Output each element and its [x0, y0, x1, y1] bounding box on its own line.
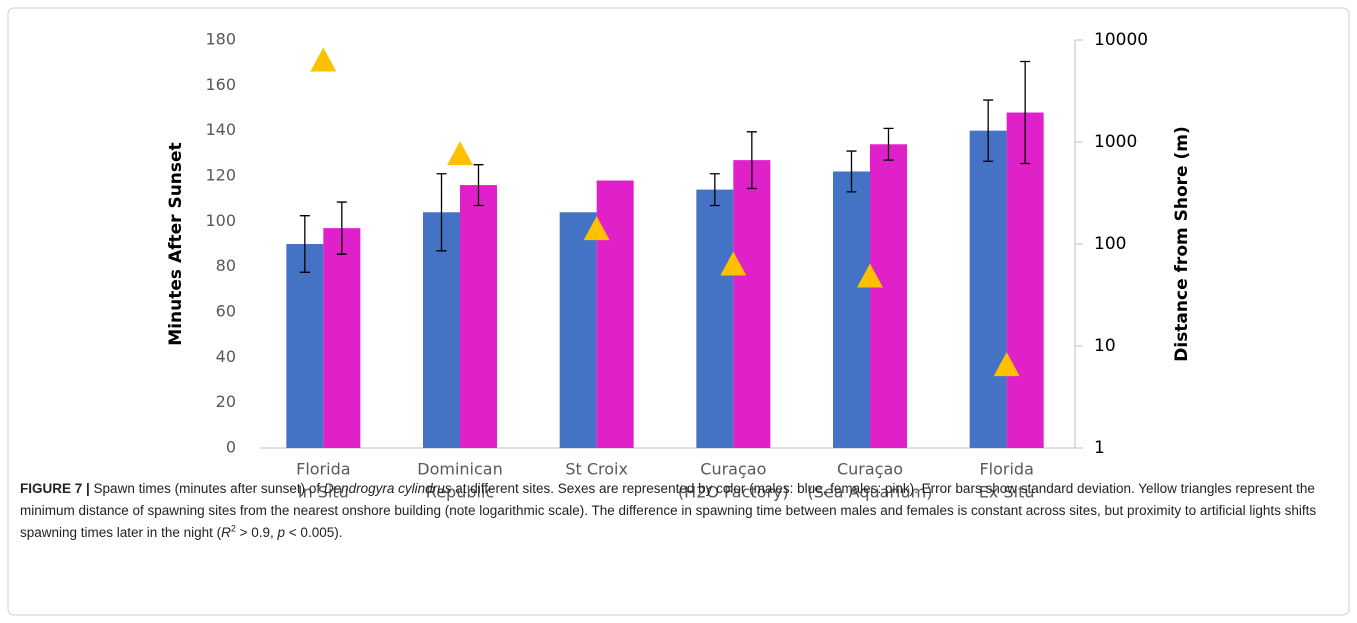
y2-tick-label: 1: [1094, 438, 1105, 458]
triangle-marker: [857, 263, 883, 288]
caption-text: FIGURE 7 |: [20, 481, 94, 496]
y-tick-label: 20: [216, 392, 236, 411]
caption-text: R: [221, 525, 231, 540]
x-tick-label: Florida: [296, 460, 350, 479]
x-tick-label: Florida: [979, 460, 1033, 479]
triangle-marker: [310, 47, 337, 72]
x-tick-label: Curaçao: [837, 460, 903, 479]
caption-text: at different sites. Sexes are represente…: [20, 481, 1317, 540]
y-tick-label: 160: [205, 75, 236, 94]
x-tick-label: Dominican: [417, 460, 502, 479]
y2-tick-label: 10000: [1094, 30, 1148, 50]
triangle-marker: [720, 251, 747, 276]
x-tick-label: In Situ: [298, 483, 349, 502]
x-tick-label: Curaçao: [700, 460, 766, 479]
error-bar: [846, 150, 857, 193]
figure-frame: [7, 7, 1350, 616]
bar: [870, 144, 907, 448]
error-bar: [746, 131, 757, 190]
error-bar: [1020, 60, 1031, 165]
bar: [696, 189, 734, 448]
bar: [423, 212, 460, 448]
x-tick-label: (H2O Factory): [678, 483, 789, 502]
triangle-marker: [447, 141, 473, 166]
caption-text: > 0.9,: [235, 525, 278, 540]
triangle-marker: [993, 352, 1020, 377]
y-tick-label: 80: [216, 256, 236, 275]
bar: [833, 171, 870, 448]
bar: [596, 180, 634, 449]
caption-text: < 0.005).: [285, 525, 343, 540]
x-tick-label: Republic: [426, 483, 494, 502]
error-bar: [299, 215, 310, 273]
y2-tick-label: 1000: [1094, 132, 1137, 152]
caption-text: 2: [230, 523, 236, 534]
x-tick-label: Ex Situ: [979, 483, 1035, 502]
triangle-marker: [583, 216, 610, 241]
bar: [1006, 112, 1044, 449]
caption-text: p: [277, 525, 286, 540]
y-tick-label: 100: [205, 211, 236, 230]
y2-tick-label: 100: [1094, 234, 1126, 254]
y-tick-label: 40: [216, 347, 236, 366]
error-bar: [336, 201, 347, 255]
x-tick-label: (Sea Aquarium): [808, 483, 933, 502]
y2-tick-label: 10: [1094, 336, 1116, 356]
y-tick-label: 0: [226, 438, 236, 457]
caption-text: Spawn times (minutes after sunset) of: [93, 481, 324, 496]
caption: FIGURE 7 | Spawn times (minutes after su…: [20, 478, 1340, 544]
error-bar: [883, 127, 894, 161]
y-axis-label: Minutes After Sunset: [166, 142, 186, 345]
bar: [323, 228, 361, 448]
y-tick-label: 140: [205, 120, 236, 139]
bar: [969, 130, 1007, 448]
y-tick-label: 120: [205, 166, 236, 185]
error-bar: [436, 173, 447, 252]
error-bar: [983, 99, 994, 162]
y-tick-label: 180: [205, 30, 236, 49]
error-bar: [709, 173, 720, 207]
error-bar: [473, 164, 484, 207]
bar: [733, 160, 771, 448]
bar: [559, 212, 597, 448]
bar: [460, 185, 497, 449]
y2-axis-label: Distance from Shore (m): [1172, 126, 1192, 362]
y-tick-label: 60: [216, 302, 236, 321]
x-tick-label: St Croix: [565, 460, 628, 479]
caption-text: Dendrogyra cylindrus: [323, 481, 452, 496]
bar: [286, 244, 324, 448]
